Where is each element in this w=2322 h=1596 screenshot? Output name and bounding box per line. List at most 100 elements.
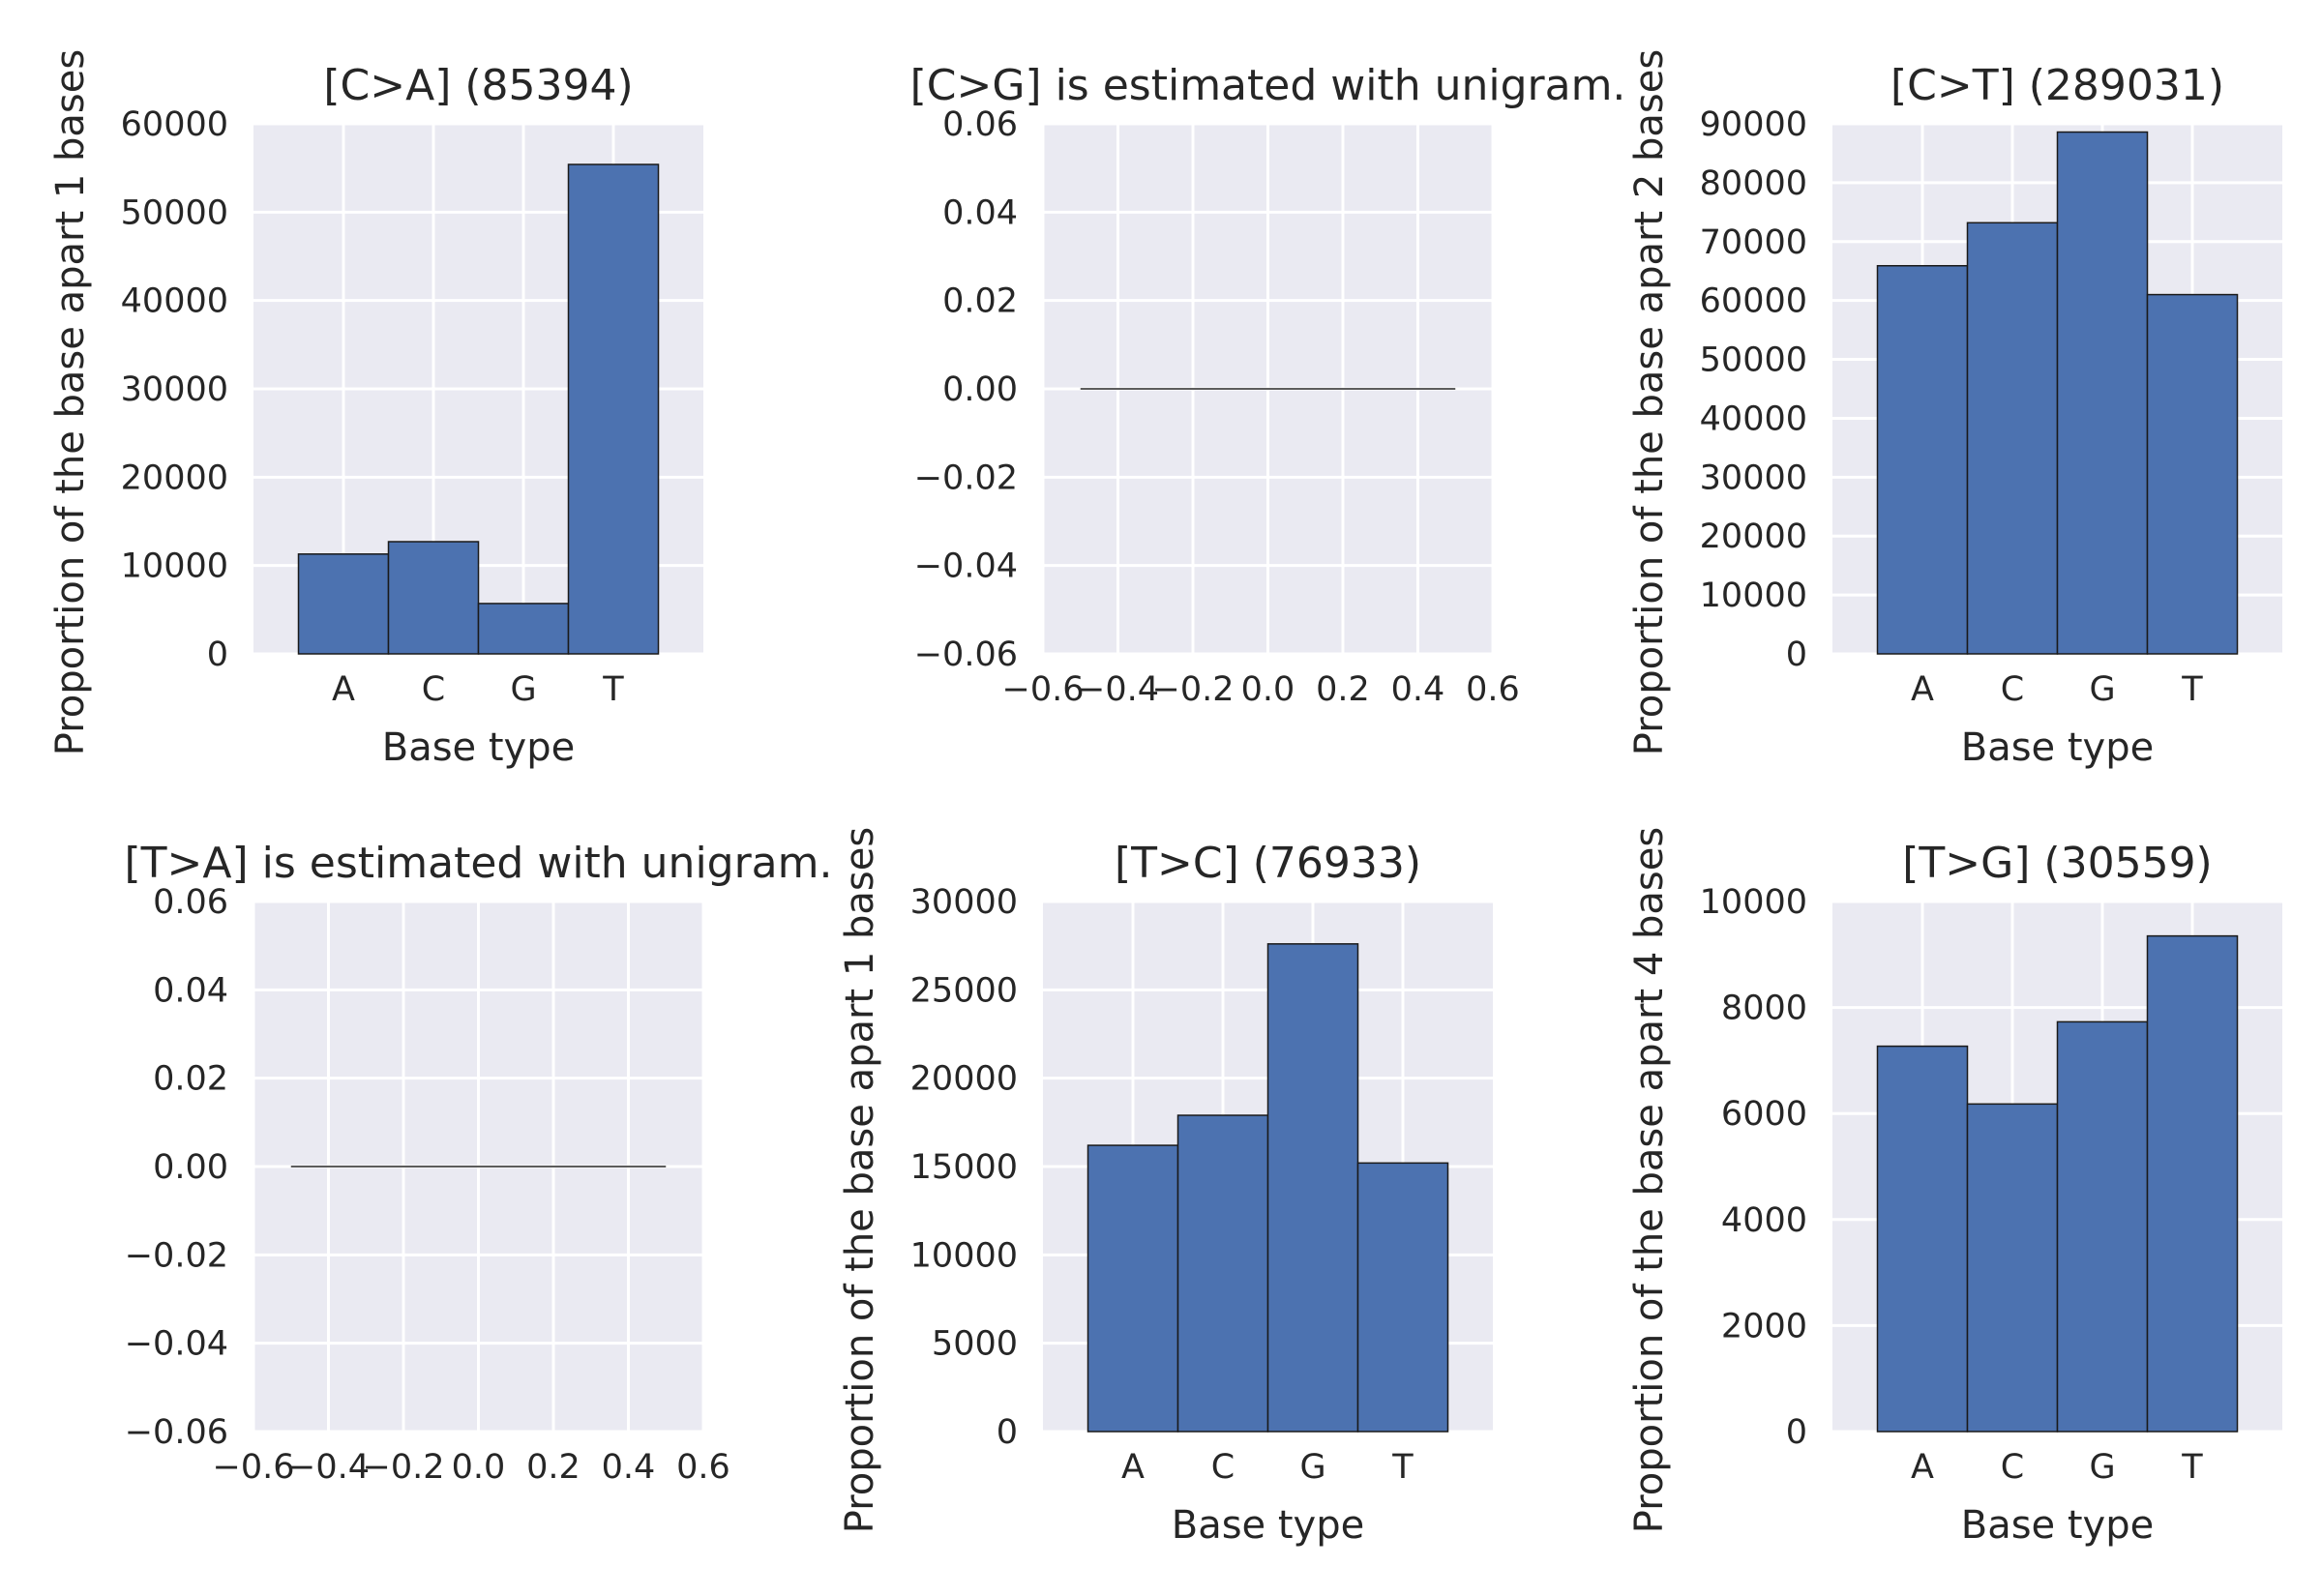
chart-panel-3: 0 10000 20000 30000 40000 50000 60000 70000 8000… bbox=[1627, 49, 2282, 770]
x-tick-label: 0.6 bbox=[1466, 670, 1520, 709]
x-tick-label: G bbox=[2089, 670, 2115, 709]
x-axis-label: Base type bbox=[1961, 1503, 2154, 1548]
y-tick-label: 0.06 bbox=[942, 105, 1018, 144]
bar-T bbox=[567, 163, 660, 655]
y-axis-label: Proportion of the base apart 1 bases bbox=[838, 827, 882, 1533]
y-tick-label: 25000 bbox=[910, 971, 1018, 1010]
y-tick-label: 10000 bbox=[910, 1236, 1018, 1275]
x-tick-label: 0.4 bbox=[602, 1448, 656, 1487]
x-tick-label: G bbox=[2089, 1448, 2115, 1487]
x-axis-label: Base type bbox=[382, 725, 575, 770]
y-tick-label: 30000 bbox=[910, 883, 1018, 922]
bar-G bbox=[2056, 1020, 2149, 1433]
x-tick-label: −0.2 bbox=[1152, 670, 1235, 709]
x-tick-label: C bbox=[422, 670, 445, 709]
y-tick-label: 0.04 bbox=[942, 193, 1018, 232]
bar-C bbox=[1176, 1114, 1269, 1433]
bar-G bbox=[1266, 943, 1359, 1433]
chart-title: [T>C] (76933) bbox=[1115, 839, 1421, 888]
y-axis-label: Proportion of the base apart 1 bases bbox=[48, 49, 93, 755]
y-tick-label: 20000 bbox=[1700, 517, 1807, 556]
y-tick-label: 0.00 bbox=[942, 370, 1018, 409]
bar-T bbox=[2146, 293, 2239, 655]
x-axis-label: Base type bbox=[1961, 725, 2154, 770]
x-tick-label: 0.2 bbox=[526, 1448, 580, 1487]
y-tick-label: 0.02 bbox=[942, 282, 1018, 321]
y-tick-label: 15000 bbox=[910, 1148, 1018, 1187]
x-tick-label: 0.4 bbox=[1391, 670, 1445, 709]
y-tick-label: −0.04 bbox=[125, 1325, 228, 1364]
x-tick-label: A bbox=[1911, 1448, 1934, 1487]
chart-title: [T>G] (30559) bbox=[1902, 839, 2212, 888]
chart-title: [C>T] (289031) bbox=[1890, 61, 2224, 110]
x-axis-label: Base type bbox=[1172, 1503, 1364, 1548]
bar-C bbox=[1966, 1103, 2059, 1433]
x-tick-label: C bbox=[2001, 670, 2024, 709]
x-tick-label: T bbox=[1391, 1448, 1414, 1487]
y-tick-label: 60000 bbox=[1700, 282, 1807, 321]
x-tick-label: 0.2 bbox=[1316, 670, 1370, 709]
bar-G bbox=[2056, 131, 2149, 655]
y-tick-label: 20000 bbox=[910, 1060, 1018, 1099]
x-tick-label: −0.6 bbox=[1002, 670, 1085, 709]
chart-panel-2: −0.06 −0.04 −0.02 0.00 0.02 0.04 0.06 −0.6−0.4−… bbox=[910, 61, 1626, 709]
y-tick-label: −0.06 bbox=[125, 1413, 228, 1452]
chart-title: [T>A] is estimated with unigram. bbox=[125, 839, 833, 888]
y-tick-label: 5000 bbox=[932, 1325, 1018, 1364]
y-tick-label: −0.02 bbox=[125, 1236, 228, 1275]
chart-panel-1: 0 10000 20000 30000 40000 50000 60000 A C G T [C>A]… bbox=[48, 49, 703, 770]
bar-T bbox=[1356, 1162, 1449, 1433]
y-tick-label: 0.04 bbox=[153, 971, 228, 1010]
bar-C bbox=[1966, 222, 2059, 655]
y-tick-label: 20000 bbox=[121, 458, 228, 497]
y-tick-label: 0 bbox=[1786, 635, 1807, 674]
bar-A bbox=[297, 553, 390, 655]
y-tick-label: 90000 bbox=[1700, 105, 1807, 144]
y-tick-label: 10000 bbox=[121, 547, 228, 586]
chart-panel-4: −0.06 −0.04 −0.02 0.00 0.02 0.04 0.06 −0.6−0.4−… bbox=[125, 839, 833, 1487]
x-tick-label: 0.0 bbox=[1241, 670, 1295, 709]
x-tick-label: G bbox=[1299, 1448, 1325, 1487]
x-tick-label: 0.0 bbox=[452, 1448, 506, 1487]
chart-panel-5: 0 5000 10000 15000 20000 25000 30000 A C G T [T>C] … bbox=[838, 827, 1493, 1548]
y-tick-label: 40000 bbox=[1700, 399, 1807, 438]
bar-G bbox=[477, 603, 570, 655]
x-tick-label: A bbox=[1121, 1448, 1145, 1487]
y-tick-label: 10000 bbox=[1700, 883, 1807, 922]
x-tick-label: T bbox=[2181, 1448, 2203, 1487]
y-tick-label: −0.02 bbox=[914, 458, 1018, 497]
y-axis-label: Proportion of the base apart 4 bases bbox=[1627, 827, 1672, 1533]
x-tick-label: 0.6 bbox=[676, 1448, 730, 1487]
bar-A bbox=[1087, 1144, 1179, 1433]
y-tick-label: 2000 bbox=[1721, 1307, 1807, 1345]
x-tick-label: −0.4 bbox=[287, 1448, 370, 1487]
y-tick-label: −0.04 bbox=[914, 547, 1018, 586]
y-tick-label: 10000 bbox=[1700, 576, 1807, 615]
y-tick-label: 0.02 bbox=[153, 1060, 228, 1099]
y-tick-label: 0 bbox=[997, 1413, 1018, 1452]
chart-title: [C>A] (85394) bbox=[323, 61, 633, 110]
y-tick-label: 30000 bbox=[1700, 458, 1807, 497]
chart-panel-6: 0 2000 4000 6000 8000 10000 A C G T [T>G] (30559) B… bbox=[1627, 827, 2282, 1548]
bar-A bbox=[1876, 1045, 1969, 1433]
y-tick-label: 0.00 bbox=[153, 1148, 228, 1187]
x-tick-label: G bbox=[510, 670, 536, 709]
y-axis-label: Proportion of the base apart 2 bases bbox=[1627, 49, 1672, 755]
bar-C bbox=[387, 541, 480, 655]
bar-A bbox=[1876, 264, 1969, 655]
x-tick-label: C bbox=[1211, 1448, 1235, 1487]
y-tick-label: 8000 bbox=[1721, 990, 1807, 1028]
y-tick-label: 0.06 bbox=[153, 883, 228, 922]
y-tick-label: 4000 bbox=[1721, 1201, 1807, 1240]
y-tick-label: 30000 bbox=[121, 370, 228, 409]
x-tick-label: −0.6 bbox=[213, 1448, 295, 1487]
bar-T bbox=[2146, 934, 2239, 1433]
x-tick-label: C bbox=[2001, 1448, 2024, 1487]
x-tick-label: −0.2 bbox=[363, 1448, 445, 1487]
x-tick-label: A bbox=[332, 670, 355, 709]
x-tick-label: −0.4 bbox=[1077, 670, 1159, 709]
chart-title: [C>G] is estimated with unigram. bbox=[910, 61, 1626, 110]
y-tick-label: 80000 bbox=[1700, 164, 1807, 203]
y-tick-label: 50000 bbox=[121, 193, 228, 232]
